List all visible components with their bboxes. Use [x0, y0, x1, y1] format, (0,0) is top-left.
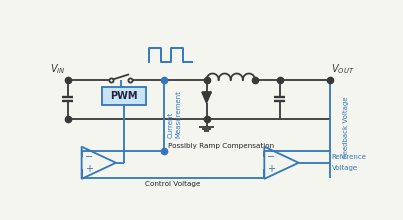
Text: +: + [268, 164, 275, 174]
Text: +: + [85, 164, 93, 174]
Text: Current
Measurement: Current Measurement [168, 90, 181, 138]
Polygon shape [202, 92, 211, 103]
Text: −: − [85, 152, 93, 162]
Text: Possibly Ramp Compensation: Possibly Ramp Compensation [168, 143, 274, 149]
Text: −: − [268, 152, 276, 162]
FancyBboxPatch shape [102, 86, 145, 105]
Text: Feedback Voltage: Feedback Voltage [343, 96, 349, 158]
Text: Reference: Reference [331, 154, 366, 160]
Text: $V_{OUT}$: $V_{OUT}$ [331, 62, 355, 76]
Text: Voltage: Voltage [331, 165, 357, 171]
Text: PWM: PWM [110, 91, 137, 101]
Text: $V_{IN}$: $V_{IN}$ [50, 62, 66, 76]
Text: Control Voltage: Control Voltage [145, 181, 201, 187]
